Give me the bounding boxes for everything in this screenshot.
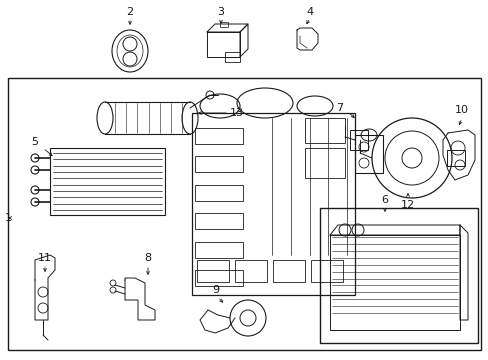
Bar — [349, 130, 367, 150]
Bar — [305, 118, 345, 143]
Bar — [195, 185, 243, 201]
Bar — [206, 32, 240, 57]
Bar — [224, 52, 240, 62]
Bar — [195, 270, 243, 286]
Text: 5: 5 — [31, 137, 39, 147]
Bar — [197, 260, 228, 282]
Bar — [235, 260, 266, 282]
Text: 7: 7 — [336, 103, 343, 113]
Text: 8: 8 — [144, 253, 151, 263]
Bar — [329, 235, 459, 330]
Bar — [272, 260, 305, 282]
Bar — [8, 78, 480, 350]
Bar — [310, 260, 342, 282]
Bar — [446, 150, 464, 166]
Text: 9: 9 — [212, 285, 219, 295]
Text: 4: 4 — [306, 7, 313, 17]
Text: 3: 3 — [217, 7, 224, 17]
Bar — [195, 213, 243, 229]
Bar — [220, 22, 227, 27]
Bar — [195, 128, 243, 144]
Text: 11: 11 — [38, 253, 52, 263]
Text: 2: 2 — [126, 7, 133, 17]
Bar — [195, 156, 243, 172]
Text: 13: 13 — [229, 108, 244, 118]
Bar — [305, 148, 345, 178]
Bar — [319, 208, 477, 343]
Bar — [195, 242, 243, 258]
Text: 12: 12 — [400, 200, 414, 210]
Bar — [354, 135, 382, 173]
Text: 1: 1 — [5, 213, 12, 223]
Bar — [50, 148, 164, 215]
Text: 6: 6 — [381, 195, 387, 205]
Bar — [192, 113, 354, 295]
Text: 10: 10 — [454, 105, 468, 115]
